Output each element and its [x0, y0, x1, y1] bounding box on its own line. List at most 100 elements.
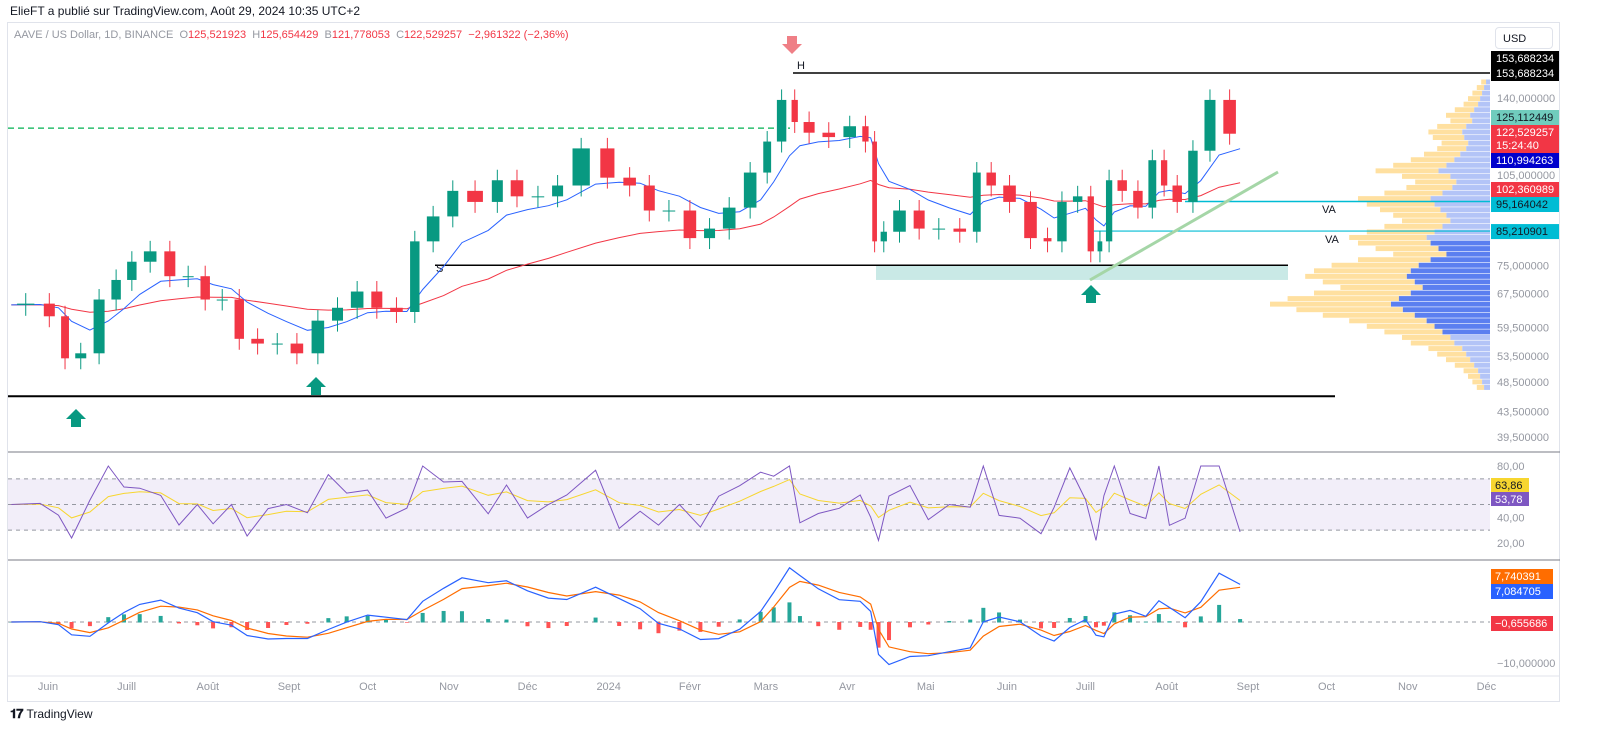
volume-profile-bar-up [1366, 323, 1435, 329]
macd-histogram-bar [771, 607, 776, 623]
candle [61, 316, 69, 359]
time-axis-tick: Sept [278, 681, 301, 693]
symbol-legend: AAVE / US Dollar, 1D, BINANCE O125,52192… [14, 29, 569, 41]
candle [200, 276, 210, 300]
macd-hist-value: −0,655686 [1495, 618, 1547, 630]
macd-histogram-bar [1101, 622, 1106, 626]
time-axis-tick: Août [1155, 681, 1178, 693]
macd-histogram-bar [981, 607, 986, 623]
macd-histogram-bar [737, 619, 742, 623]
macd-histogram-bar [404, 622, 409, 623]
candle [1223, 99, 1236, 134]
volume-profile-bar-up [1384, 223, 1443, 229]
macd-histogram-bar [195, 622, 200, 626]
macd-histogram-bar [876, 622, 881, 648]
candle [1188, 150, 1198, 202]
volume-profile-bar-down [1466, 351, 1490, 357]
volume-profile-bar-up [1305, 273, 1407, 279]
time-axis-tick: Déc [518, 681, 538, 693]
candle [1057, 201, 1067, 242]
volume-profile-bar-down [1478, 101, 1490, 107]
price-axis-tick: 43,500000 [1497, 406, 1549, 418]
candle [880, 231, 887, 242]
time-axis-tick: Oct [359, 681, 376, 693]
volume-profile-bar-up [1314, 290, 1411, 296]
macd-histogram-bar [305, 622, 310, 624]
volume-profile-bar-up [1393, 212, 1447, 218]
candle [600, 148, 615, 178]
volume-profile-bar-up [1406, 185, 1453, 190]
volume-profile-bar-up [1428, 346, 1463, 352]
macd-histogram-bar [365, 615, 370, 623]
volume-profile-bar-down [1466, 123, 1490, 129]
time-axis-tick: Nov [439, 681, 459, 693]
ma-slow-line [11, 179, 1241, 313]
time-axis-tick: Mars [754, 681, 779, 693]
trend-line [1089, 170, 1279, 282]
volume-profile-bar-up [1358, 257, 1431, 263]
macd-histogram-bar [638, 622, 643, 630]
price-axis-tick: 105,000000 [1497, 170, 1555, 182]
tv-logo-icon: 𝟏𝟕 [10, 706, 24, 721]
time-axis-tick: Juin [38, 681, 58, 693]
open-label: O [179, 29, 189, 41]
candle [572, 148, 590, 186]
volume-profile-bar-up [1437, 123, 1467, 129]
candle [1097, 241, 1103, 252]
price-tag-label: 95,164042 [1496, 199, 1548, 211]
candle [531, 196, 545, 198]
volume-profile-bar-up [1314, 268, 1411, 274]
volume-profile-bar-up [1437, 146, 1467, 152]
candle [1133, 190, 1143, 208]
price-axis-tick: 59,500000 [1497, 322, 1549, 334]
candle [803, 122, 815, 133]
macd-histogram-bar [1156, 614, 1161, 623]
candle [862, 126, 869, 142]
low-label: B [324, 29, 332, 41]
time-axis-tick: Oct [1318, 681, 1335, 693]
macd-histogram-bar [698, 622, 703, 632]
volume-profile-bar-up [1472, 90, 1483, 96]
rsi-axis-tick: 20,00 [1497, 538, 1525, 550]
candle [43, 303, 55, 317]
candle [467, 190, 483, 202]
volume-profile-bar-down [1486, 79, 1490, 85]
candle [552, 185, 564, 197]
price-tag-label: 153,688234 [1496, 53, 1554, 65]
volume-profile-bar-up [1366, 229, 1435, 235]
tradingview-logo[interactable]: 𝟏𝟕 TradingView [10, 706, 93, 722]
candle [791, 99, 798, 123]
currency-button[interactable]: USD [1495, 27, 1553, 49]
volume-profile-bar-up [1424, 151, 1461, 157]
time-axis-tick: Juill [117, 681, 136, 693]
candle [1105, 180, 1113, 242]
rsi-axis-tick: 80,00 [1497, 461, 1525, 473]
macd-histogram-bar [459, 611, 464, 623]
volume-profile-bar-down [1454, 340, 1490, 346]
volume-profile-bar-down [1478, 368, 1490, 374]
macd-histogram-bar [677, 622, 682, 631]
candle [743, 172, 757, 208]
candle [182, 276, 194, 278]
candle [953, 228, 967, 232]
rsi-line [11, 464, 1241, 543]
volume-profile-bar-up [1454, 362, 1475, 368]
candle [491, 180, 503, 202]
macd-hist-tag [1491, 616, 1553, 631]
candle [290, 343, 304, 354]
symbol-title[interactable]: AAVE / US Dollar, 1D, BINANCE [14, 29, 174, 41]
candle [390, 307, 403, 313]
candle [913, 210, 925, 229]
price-tag [1491, 51, 1559, 81]
candle [271, 343, 283, 345]
volume-profile-bar-up [1384, 190, 1443, 196]
publish-info: ElieFT a publié sur TradingView.com, Aoû… [10, 4, 361, 18]
volume-profile-bar-up [1402, 218, 1451, 224]
candle [1172, 185, 1182, 202]
volume-profile-bar-down [1434, 323, 1490, 329]
macd-histogram-bar [266, 622, 271, 628]
volume-profile-bar-up [1270, 301, 1391, 307]
change-value: −2,961322 (−2,36%) [468, 29, 569, 41]
